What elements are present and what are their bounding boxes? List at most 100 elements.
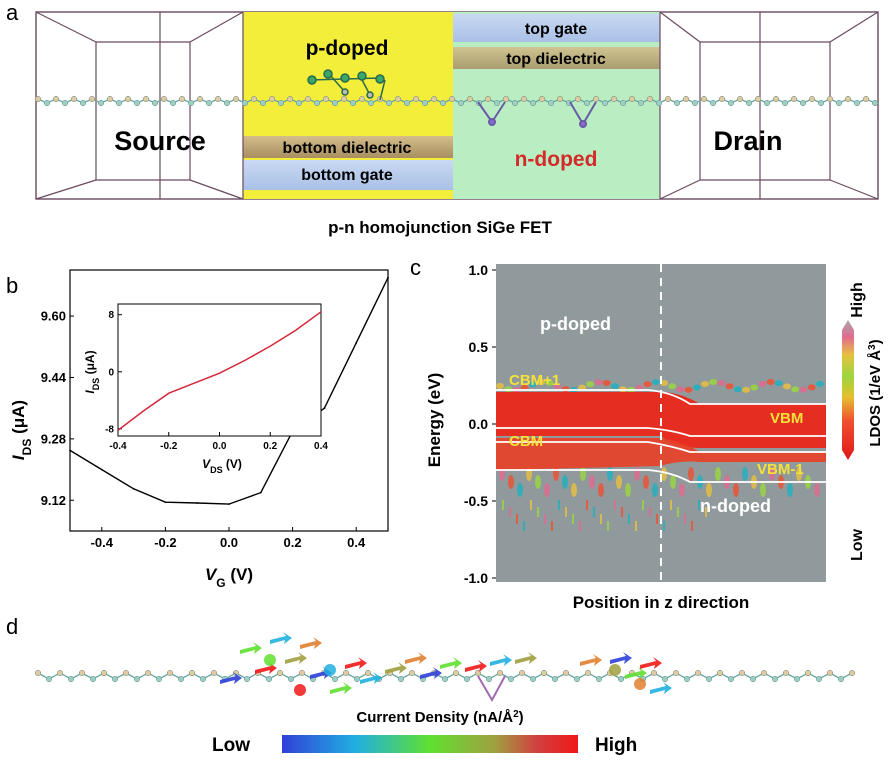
ldos-feature — [535, 475, 541, 489]
ldos-feature — [602, 379, 611, 386]
ldos-feature — [799, 386, 808, 393]
current-chain — [34, 669, 856, 683]
data-point — [228, 503, 230, 506]
atom — [485, 675, 493, 683]
source-label: Source — [114, 126, 206, 156]
atom — [295, 99, 303, 107]
y-tick-label: 0 — [108, 367, 114, 378]
inset-x-label: VDS (V) — [202, 457, 242, 475]
x-tick-label: -0.2 — [160, 441, 178, 452]
ldos-feature — [758, 380, 767, 387]
atom — [529, 99, 537, 107]
ldos-feature — [545, 379, 554, 386]
ldos-feature — [625, 483, 631, 497]
ldos-feature — [688, 467, 694, 481]
atom — [754, 95, 762, 103]
atom — [502, 95, 510, 103]
atom — [188, 669, 196, 677]
ldos-feature — [715, 467, 721, 481]
ldos-feature — [774, 380, 783, 387]
atom — [277, 99, 285, 107]
atom — [331, 99, 339, 107]
d-low-label: Low — [212, 735, 250, 756]
x-tick-label: 0.4 — [347, 535, 366, 550]
atom — [705, 675, 713, 683]
ldos-feature — [572, 514, 574, 524]
atom — [287, 675, 295, 683]
x-tick-label: 0.0 — [213, 441, 227, 452]
c-y-tick-label: 0.5 — [469, 339, 489, 355]
current-arrow — [610, 652, 632, 664]
ldos-feature — [670, 475, 676, 489]
y-tick-label: 9.12 — [41, 493, 66, 508]
atom — [457, 99, 465, 107]
dopant-molecule-p — [307, 69, 386, 101]
panel-b-chart: b -0.4 -0.2 0.0 0.2 0.4 9.12 9.28 9.44 9.60 IDS … — [6, 269, 389, 590]
current-arrow — [515, 652, 537, 664]
ldos-feature — [705, 507, 707, 517]
current-arrow — [640, 657, 662, 669]
atom — [862, 95, 870, 103]
ldos-feature — [684, 514, 686, 524]
inset-ticks: -0.4 -0.2 0.0 0.2 0.4 -8 0 8 — [105, 310, 328, 452]
atom — [592, 95, 600, 103]
atom — [79, 99, 87, 107]
ldos-feature — [607, 521, 609, 531]
atom — [166, 669, 174, 677]
ldos-feature — [530, 500, 532, 510]
atom — [691, 99, 699, 107]
atom — [394, 95, 402, 103]
atom — [358, 95, 366, 103]
ldos-feature — [502, 500, 504, 510]
atom — [43, 99, 51, 107]
atom — [709, 99, 717, 107]
ldos-feature — [725, 383, 734, 390]
ldos-feature — [691, 521, 693, 531]
device-caption: p-n homojunction SiGe FET — [328, 218, 552, 237]
ldos-feature — [558, 500, 560, 510]
atom — [111, 675, 119, 683]
atom — [815, 675, 823, 683]
ldos-feature — [579, 521, 581, 531]
atom — [298, 669, 306, 677]
atom — [78, 669, 86, 677]
ldos-feature — [594, 379, 603, 386]
ldos-feature — [742, 386, 750, 393]
atom — [661, 675, 669, 683]
ldos-feature — [600, 514, 602, 524]
y-tick-label: -8 — [105, 424, 114, 435]
data-point — [132, 487, 135, 490]
atom — [89, 675, 97, 683]
atom — [817, 99, 825, 107]
atom — [808, 95, 816, 103]
data-point — [196, 502, 199, 504]
bottom-gate-layer — [243, 160, 453, 190]
data-point — [164, 501, 167, 504]
ldos-feature — [614, 500, 616, 510]
current-node — [609, 664, 621, 676]
c-y-tick-label: -1.0 — [464, 570, 488, 586]
ldos-feature — [796, 467, 802, 481]
atom — [265, 675, 273, 683]
x-tick-label: 0.0 — [220, 535, 238, 550]
ldos-feature — [628, 514, 630, 524]
atom — [736, 95, 744, 103]
atom — [210, 669, 218, 677]
n-doped-label: n-doped — [515, 148, 598, 171]
atom — [133, 99, 141, 107]
atom — [562, 669, 570, 677]
atom — [286, 95, 294, 103]
atom — [322, 95, 330, 103]
current-arrow — [490, 654, 512, 666]
atom — [250, 95, 258, 103]
c-x-label: Position in z direction — [573, 593, 750, 612]
atom — [844, 95, 852, 103]
data-point — [355, 342, 358, 344]
atom — [760, 669, 768, 677]
atom — [584, 669, 592, 677]
ldos-feature — [684, 386, 693, 393]
atom — [496, 669, 504, 677]
atom — [518, 669, 526, 677]
y-tick-label: 9.44 — [41, 370, 67, 385]
